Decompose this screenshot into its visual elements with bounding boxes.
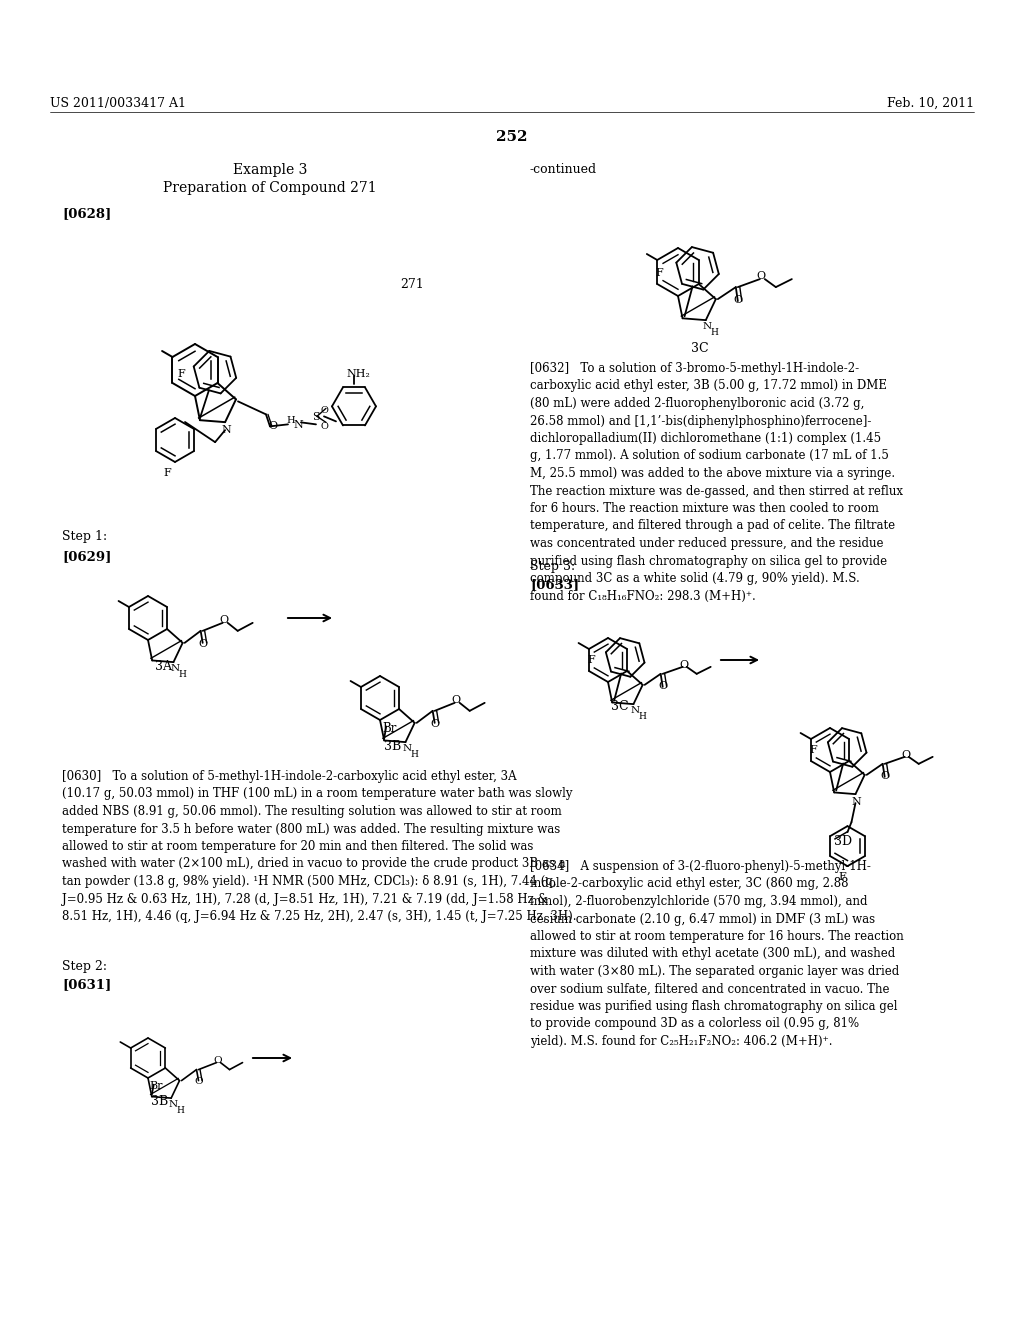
Text: F: F (809, 746, 817, 755)
Text: Br: Br (150, 1081, 163, 1090)
Text: N: N (402, 744, 412, 754)
Text: O: O (452, 694, 461, 705)
Text: O: O (214, 1056, 222, 1065)
Text: H: H (286, 416, 295, 425)
Text: N: N (221, 425, 230, 436)
Text: Step 1:: Step 1: (62, 531, 108, 543)
Text: 3A: 3A (155, 660, 171, 673)
Text: O: O (881, 771, 890, 781)
Text: H: H (639, 711, 646, 721)
Text: NH₂: NH₂ (346, 370, 370, 379)
Text: Example 3: Example 3 (232, 162, 307, 177)
Text: Preparation of Compound 271: Preparation of Compound 271 (163, 181, 377, 195)
Text: O: O (195, 1077, 203, 1085)
Text: N: N (170, 664, 179, 673)
Text: [0628]: [0628] (62, 207, 112, 220)
Text: H: H (411, 750, 419, 759)
Text: O: O (220, 615, 228, 624)
Text: H: H (711, 329, 719, 337)
Text: O: O (680, 660, 689, 669)
Text: N: N (702, 322, 712, 331)
Text: 3C: 3C (611, 700, 629, 713)
Text: O: O (321, 422, 329, 432)
Text: O: O (199, 639, 208, 649)
Text: S: S (312, 412, 319, 422)
Text: [0631]: [0631] (62, 978, 112, 991)
Text: 3B: 3B (384, 741, 401, 752)
Text: O: O (902, 750, 910, 760)
Text: O: O (658, 681, 668, 690)
Text: F: F (163, 469, 171, 478)
Text: N: N (168, 1100, 177, 1109)
Text: US 2011/0033417 A1: US 2011/0033417 A1 (50, 96, 186, 110)
Text: Br: Br (382, 722, 396, 735)
Text: F: F (839, 873, 847, 882)
Text: O: O (734, 296, 743, 305)
Text: H: H (178, 671, 186, 678)
Text: Step 3:: Step 3: (530, 560, 575, 573)
Text: 3D: 3D (834, 836, 852, 847)
Text: [0629]: [0629] (62, 550, 112, 564)
Text: O: O (268, 421, 278, 432)
Text: [0634]   A suspension of 3-(2-fluoro-phenyl)-5-methyl-1H-
indole-2-carboxylic ac: [0634] A suspension of 3-(2-fluoro-pheny… (530, 861, 904, 1048)
Text: -continued: -continued (530, 162, 597, 176)
Text: O: O (321, 407, 329, 416)
Text: [0630]   To a solution of 5-methyl-1H-indole-2-carboxylic acid ethyl ester, 3A
(: [0630] To a solution of 5-methyl-1H-indo… (62, 770, 577, 923)
Text: H: H (176, 1106, 184, 1115)
Text: F: F (655, 268, 664, 279)
Text: F: F (177, 370, 184, 379)
Text: 271: 271 (400, 279, 424, 290)
Text: F: F (587, 656, 595, 665)
Text: N: N (631, 706, 640, 715)
Text: 3B: 3B (152, 1096, 169, 1107)
Text: 3C: 3C (691, 342, 709, 355)
Text: [0632]   To a solution of 3-bromo-5-methyl-1H-indole-2-
carboxylic acid ethyl es: [0632] To a solution of 3-bromo-5-methyl… (530, 362, 903, 602)
Text: Step 2:: Step 2: (62, 960, 106, 973)
Text: Feb. 10, 2011: Feb. 10, 2011 (887, 96, 974, 110)
Text: O: O (757, 271, 766, 281)
Text: N: N (293, 420, 303, 430)
Text: N: N (852, 797, 861, 807)
Text: O: O (431, 719, 439, 729)
Text: 252: 252 (497, 129, 527, 144)
Text: [0633]: [0633] (530, 578, 580, 591)
